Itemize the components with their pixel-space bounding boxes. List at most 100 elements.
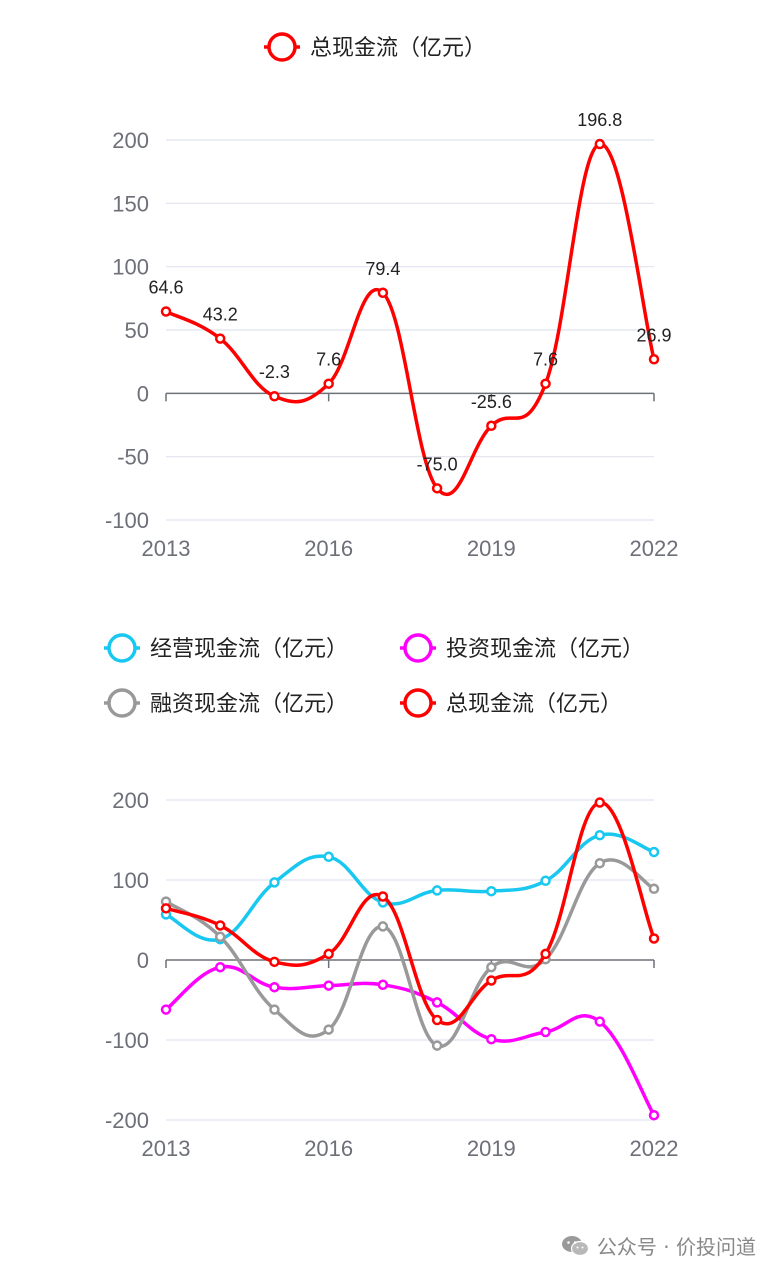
data-label: -2.3 [259, 362, 290, 382]
data-point [648, 846, 660, 858]
legend-marker [107, 633, 137, 663]
y-tick-label: 0 [137, 948, 149, 973]
data-point [431, 483, 443, 494]
data-label: 26.9 [636, 325, 671, 345]
data-point [269, 956, 280, 968]
data-point [648, 354, 660, 365]
y-tick-label: 0 [137, 381, 149, 406]
y-tick-label: 200 [112, 788, 149, 813]
y-tick-label: 150 [112, 191, 149, 216]
data-point [648, 883, 660, 895]
data-point [269, 390, 280, 402]
data-point [214, 333, 226, 344]
data-point [486, 1033, 497, 1045]
data-label: -25.6 [471, 392, 512, 412]
data-point [323, 378, 334, 389]
data-point [486, 961, 497, 973]
data-point [160, 306, 172, 317]
y-tick-label: 200 [112, 128, 149, 153]
legend-label: 经营现金流（亿元） [150, 637, 348, 662]
legend-marker [267, 32, 297, 62]
legend-marker [107, 688, 137, 718]
data-point [431, 997, 443, 1008]
data-label: 43.2 [203, 305, 238, 325]
x-tick-label: 2016 [304, 1136, 353, 1161]
data-point [377, 287, 389, 299]
data-label: 196.8 [577, 110, 622, 130]
data-point [594, 857, 606, 869]
wechat-icon [561, 1235, 589, 1256]
y-tick-label: -100 [105, 1028, 149, 1053]
y-tick-label: 50 [125, 318, 149, 343]
data-label: 64.6 [148, 278, 183, 298]
y-tick-label: -200 [105, 1108, 149, 1133]
x-tick-label: 2019 [467, 536, 516, 561]
data-point [594, 797, 606, 808]
data-label: -75.0 [417, 454, 458, 474]
legend-label: 总现金流（亿元） [446, 692, 622, 717]
legend-item-3: 总现金流（亿元） [400, 688, 622, 718]
data-point [269, 981, 280, 993]
data-point [160, 903, 172, 914]
x-tick-label: 2022 [630, 1136, 679, 1161]
y-tick-label: -100 [105, 508, 149, 533]
data-label: 7.6 [316, 350, 341, 370]
data-point [214, 920, 226, 931]
data-point [431, 1040, 443, 1051]
data-point [323, 980, 334, 991]
data-point [323, 851, 334, 863]
y-tick-label: 100 [112, 868, 149, 893]
data-point [214, 931, 226, 943]
series-line-3 [165, 858, 655, 1048]
x-tick-label: 2016 [304, 536, 353, 561]
series-line-4 [165, 800, 656, 1026]
data-label: 7.6 [533, 350, 558, 370]
data-point [540, 378, 551, 389]
x-tick-label: 2013 [142, 536, 191, 561]
legend-marker [403, 688, 433, 718]
data-point [160, 1004, 172, 1015]
data-point [377, 921, 389, 932]
data-point [648, 1109, 660, 1121]
series-line-1 [165, 142, 656, 497]
data-point [540, 1026, 551, 1038]
legend-marker [403, 633, 433, 663]
x-tick-label: 2013 [142, 1136, 191, 1161]
data-point [594, 1016, 606, 1027]
data-point [540, 948, 551, 960]
data-point [431, 885, 443, 896]
data-point [486, 975, 497, 986]
data-label: 79.4 [365, 259, 400, 279]
legend-label: 总现金流（亿元） [310, 36, 486, 61]
data-point [377, 891, 389, 902]
watermark: 公众号 · 价投问道 [561, 1231, 756, 1260]
chart-2: 经营现金流（亿元） 投资现金流（亿元） 融资现金流（亿元） 总现金流（亿元） -200 -… [104, 633, 679, 1161]
legend-label: 投资现金流（亿元） [446, 637, 644, 662]
legend-item-1: 投资现金流（亿元） [400, 633, 644, 663]
watermark-text: 公众号 · 价投问道 [596, 1235, 756, 1259]
data-point [594, 829, 606, 841]
legend-item-2: 融资现金流（亿元） [104, 688, 348, 718]
data-point [377, 979, 389, 991]
data-point [323, 1024, 334, 1035]
legend-item-0: 总现金流（亿元） [264, 32, 486, 62]
data-point [486, 420, 497, 432]
legend-label: 融资现金流（亿元） [150, 692, 348, 717]
data-point [594, 138, 606, 150]
data-point [486, 885, 497, 897]
data-point [214, 961, 226, 973]
data-point [648, 933, 660, 944]
legend-item-0: 经营现金流（亿元） [104, 633, 348, 663]
y-tick-label: -50 [117, 445, 149, 470]
series-line-1 [165, 832, 655, 942]
data-point [269, 877, 280, 888]
x-tick-label: 2022 [630, 536, 679, 561]
data-point [269, 1004, 280, 1015]
data-point [540, 875, 551, 887]
y-tick-label: 100 [112, 255, 149, 280]
data-point [323, 948, 334, 960]
data-point [431, 1014, 443, 1026]
x-tick-label: 2019 [467, 1136, 516, 1161]
chart-1: 总现金流（亿元） -100 -50 0 50 100 150 200 2013 2016 2019 2… [105, 32, 679, 561]
